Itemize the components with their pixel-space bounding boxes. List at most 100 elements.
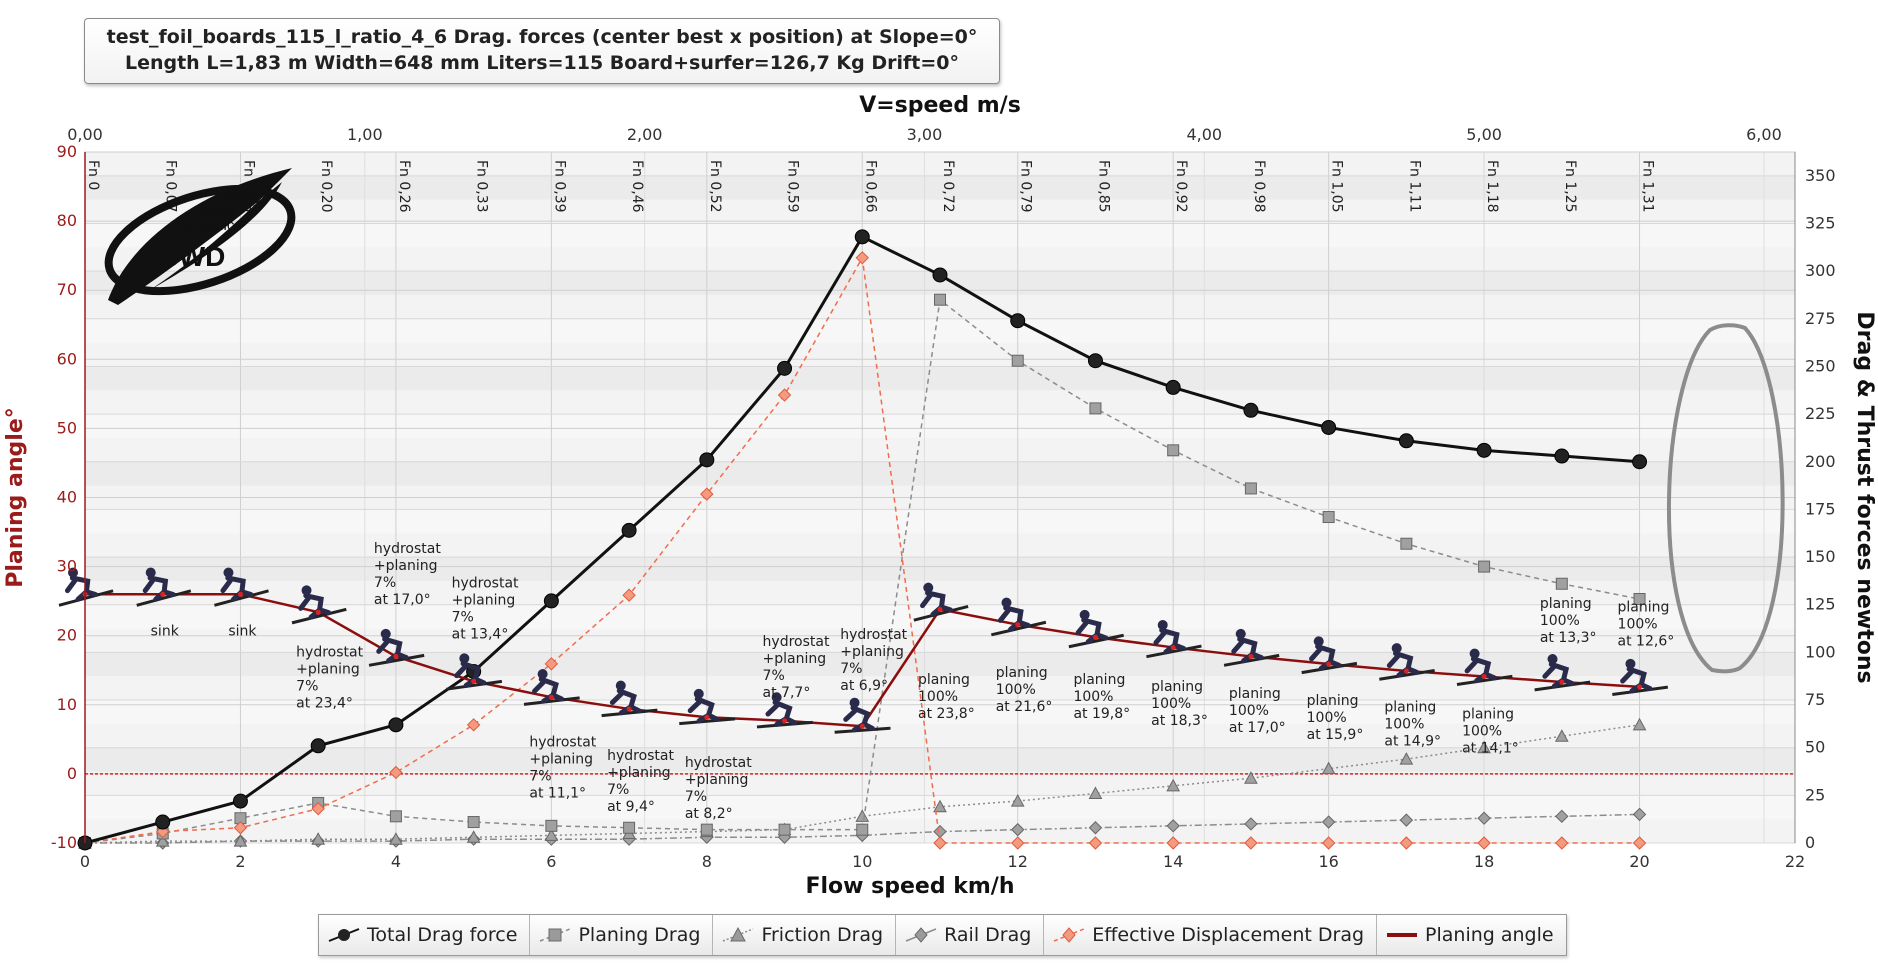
data-point [778,823,791,836]
y-right-tick-label: 75 [1805,690,1825,709]
angle-point [937,606,943,612]
plot-band [85,318,1795,343]
legend-item-total-drag[interactable]: Total Drag force [319,915,531,955]
data-point [1399,836,1414,850]
surfer-head [459,653,470,664]
annotation-text: at 17,0° [374,592,431,608]
annotation-text: hydrostat [607,748,674,764]
board-shape [136,589,192,607]
data-point [1165,379,1181,395]
annotation-text: hydrostat [685,755,752,771]
legend-item-rail-drag[interactable]: Rail Drag [896,915,1045,955]
x2-tick-label: 2,00 [627,125,663,144]
data-point [1321,815,1336,829]
data-point [467,816,480,829]
y-right-tick-label: 200 [1805,452,1836,471]
annotation-text: at 15,9° [1307,727,1364,743]
logo-text-shaper: Shaper [218,190,266,207]
surfer-icon [1146,620,1202,659]
data-point [389,810,402,823]
data-point [1087,353,1103,369]
legend-marker-triangle-icon [723,926,754,942]
data-point [311,832,326,845]
x-tick-label: 18 [1474,852,1494,871]
y-left-tick-label: 80 [57,211,77,230]
chart-subtitle: Length L=1,83 m Width=648 mm Liters=115 … [124,52,959,74]
data-point [389,832,403,845]
legend-item-planing-angle[interactable]: Planing angle [1377,915,1566,955]
y-right-tick-label: 125 [1805,595,1836,614]
plot-band [85,557,1795,581]
board-shape [679,717,736,726]
surfer-head [301,585,312,596]
y-right-tick-label: 175 [1805,499,1836,518]
data-point [311,801,325,816]
annotation-text: at 21,6° [996,699,1053,715]
annotation-text: planing [1307,693,1359,709]
annotation-text: planing [1462,707,1514,723]
surfer-icon [214,567,269,607]
annotation-text: +planing [685,772,749,788]
y-right-tick-label: 225 [1805,404,1836,423]
annotation-text: at 23,4° [296,695,353,711]
y-left-tick-label: 40 [57,488,77,507]
surfer-icon [291,585,347,625]
data-point [545,819,558,832]
data-point [1477,836,1491,850]
surfer-head [1313,636,1324,647]
surfer-head [849,697,860,708]
legend-item-displacement-drag[interactable]: Effective Displacement Drag [1044,915,1378,955]
legend-item-planing-drag[interactable]: Planing Drag [530,915,714,955]
y-right-tick-label: 250 [1805,356,1836,375]
annotation-text: at 14,1° [1462,741,1519,757]
annotation-text: hydrostat [763,634,830,650]
planing-angle-layer [58,567,1669,734]
data-point [1555,836,1569,850]
logo-mark: SWD [160,241,225,272]
data-point [1633,593,1646,606]
annotation-text: 100% [1384,717,1424,733]
y-left-tick-label: -10 [51,833,77,852]
x-tick-label: 4 [391,852,401,871]
froude-label: Fn 0,26 [396,160,412,213]
y-left-tick-label: 70 [57,280,77,299]
surfer-head [1547,654,1558,665]
data-point [1088,821,1103,835]
angle-point [859,723,865,729]
plot-band [85,366,1795,391]
angle-point [704,714,710,720]
surfer-head [923,582,934,593]
froude-label: Fn 1,31 [1640,160,1656,213]
angle-point [1403,668,1409,674]
data-point [1166,836,1180,850]
annotation-text: +planing [452,592,516,608]
board-shape [1223,653,1280,667]
legend-item-friction-drag[interactable]: Friction Drag [713,915,897,955]
data-point [1321,419,1337,435]
series-line [85,813,1640,844]
data-point [932,267,948,283]
surfer-icon [1301,636,1358,675]
annotation-text: 100% [1073,689,1113,705]
data-point [1244,771,1258,784]
surfer-head [145,567,156,578]
surfer-icon [991,597,1047,637]
annotation-text: 7% [452,609,474,625]
foil-outline-icon [1667,323,1785,674]
data-point [855,809,870,822]
surfer-icon [446,653,503,691]
data-point [1244,482,1257,495]
annotation-text: planing [1151,679,1203,695]
annotation-text: sink [151,624,180,640]
data-point [1477,811,1491,825]
annotation-text: planing [996,665,1048,681]
board-shape [214,589,269,607]
plot-band [85,652,1795,677]
x-tick-label: 0 [80,852,90,871]
data-point [934,293,946,306]
data-point [389,765,403,780]
surfer-icon [1223,628,1280,667]
data-point [1322,511,1335,524]
board-shape [446,679,503,691]
annotation-text: at 23,8° [918,706,975,722]
